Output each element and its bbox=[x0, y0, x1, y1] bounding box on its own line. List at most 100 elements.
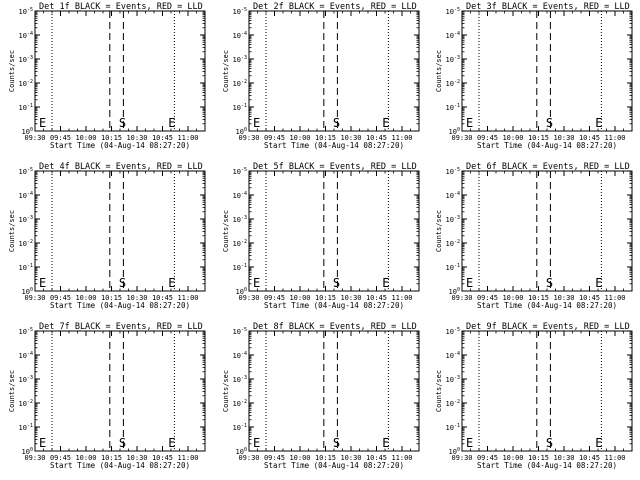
y-tick-label: 10-3 bbox=[233, 375, 247, 384]
y-tick-label: 10-4 bbox=[446, 191, 460, 200]
x-tick-label: 11:00 bbox=[391, 134, 412, 142]
x-tick-label: 10:30 bbox=[340, 294, 361, 302]
x-tick-label: 10:15 bbox=[101, 454, 122, 462]
plot-frame bbox=[248, 10, 420, 132]
x-tick-label: 09:30 bbox=[451, 294, 472, 302]
y-tick-label: 10-2 bbox=[446, 79, 460, 88]
x-tick-label: 10:00 bbox=[502, 134, 523, 142]
event-marker-e: E bbox=[253, 436, 260, 450]
y-tick-label: 10-3 bbox=[233, 215, 247, 224]
x-tick-label: 10:00 bbox=[289, 454, 310, 462]
event-marker-e: E bbox=[39, 276, 46, 290]
chart-panel-6: Det 6f BLACK = Events, RED = LLD Counts/s… bbox=[435, 162, 633, 310]
x-tick-label: 10:45 bbox=[579, 134, 600, 142]
y-tick-label: 10-1 bbox=[233, 423, 247, 432]
event-marker-e: E bbox=[466, 276, 473, 290]
x-tick-label: 11:00 bbox=[604, 454, 625, 462]
y-tick-label: 10-4 bbox=[446, 351, 460, 360]
x-tick-label: 09:30 bbox=[238, 454, 259, 462]
event-marker-e: E bbox=[168, 276, 175, 290]
y-tick-label: 10-4 bbox=[19, 191, 33, 200]
event-marker-e: E bbox=[466, 116, 473, 130]
chart-panel-8: Det 8f BLACK = Events, RED = LLD Counts/s… bbox=[222, 322, 420, 470]
event-marker-s: S bbox=[119, 436, 126, 450]
y-tick-label: 10-2 bbox=[233, 79, 247, 88]
event-marker-e: E bbox=[253, 116, 260, 130]
chart-title: Det 9f BLACK = Events, RED = LLD bbox=[466, 322, 630, 332]
x-axis-label: Start Time (04-Aug-14 08:27:20) bbox=[477, 461, 617, 470]
x-tick-label: 10:00 bbox=[75, 134, 96, 142]
event-marker-e: E bbox=[382, 116, 389, 130]
x-tick-label: 11:00 bbox=[604, 294, 625, 302]
event-marker-e: E bbox=[382, 436, 389, 450]
y-tick-label: 10-5 bbox=[446, 167, 460, 176]
x-tick-label: 10:45 bbox=[152, 134, 173, 142]
x-tick-label: 09:45 bbox=[264, 294, 285, 302]
x-tick-label: 10:30 bbox=[126, 294, 147, 302]
chart-panel-4: Det 4f BLACK = Events, RED = LLD Counts/s… bbox=[8, 162, 206, 310]
x-tick-label: 09:45 bbox=[477, 134, 498, 142]
y-tick-label: 10-1 bbox=[446, 263, 460, 272]
x-tick-label: 10:30 bbox=[340, 134, 361, 142]
y-tick-label: 100 bbox=[236, 447, 247, 456]
y-axis-label: Counts/sec bbox=[8, 50, 16, 92]
event-marker-e: E bbox=[39, 116, 46, 130]
x-tick-label: 10:15 bbox=[528, 294, 549, 302]
x-tick-label: 09:30 bbox=[451, 134, 472, 142]
y-tick-label: 10-2 bbox=[233, 399, 247, 408]
y-tick-label: 100 bbox=[236, 287, 247, 296]
y-tick-label: 10-5 bbox=[233, 167, 247, 176]
x-tick-label: 11:00 bbox=[177, 454, 198, 462]
x-tick-label: 10:30 bbox=[340, 454, 361, 462]
chart-title: Det 1f BLACK = Events, RED = LLD bbox=[39, 2, 203, 12]
event-marker-e: E bbox=[595, 116, 602, 130]
x-tick-label: 09:45 bbox=[50, 454, 71, 462]
x-tick-label: 10:45 bbox=[579, 294, 600, 302]
event-marker-s: S bbox=[333, 436, 340, 450]
x-tick-label: 09:45 bbox=[50, 294, 71, 302]
x-tick-label: 10:45 bbox=[579, 454, 600, 462]
y-tick-label: 10-5 bbox=[19, 327, 33, 336]
x-tick-label: 10:45 bbox=[366, 294, 387, 302]
y-tick-label: 10-3 bbox=[446, 55, 460, 64]
x-tick-label: 09:30 bbox=[451, 454, 472, 462]
x-tick-label: 10:45 bbox=[366, 134, 387, 142]
x-tick-label: 10:30 bbox=[553, 294, 574, 302]
chart-panel-1: Det 1f BLACK = Events, RED = LLD Counts/s… bbox=[8, 2, 206, 150]
x-axis-label: Start Time (04-Aug-14 08:27:20) bbox=[50, 461, 190, 470]
plot-frame bbox=[34, 170, 206, 292]
y-axis-label: Counts/sec bbox=[222, 50, 230, 92]
y-tick-label: 100 bbox=[449, 447, 460, 456]
x-tick-label: 10:00 bbox=[289, 294, 310, 302]
x-tick-label: 10:30 bbox=[126, 134, 147, 142]
event-marker-s: S bbox=[546, 276, 553, 290]
x-axis-label: Start Time (04-Aug-14 08:27:20) bbox=[477, 301, 617, 310]
y-tick-label: 10-3 bbox=[19, 375, 33, 384]
x-tick-label: 11:00 bbox=[177, 294, 198, 302]
x-tick-label: 10:15 bbox=[315, 294, 336, 302]
y-tick-label: 10-3 bbox=[233, 55, 247, 64]
event-marker-s: S bbox=[119, 116, 126, 130]
x-tick-label: 09:45 bbox=[264, 454, 285, 462]
chart-panel-3: Det 3f BLACK = Events, RED = LLD Counts/s… bbox=[435, 2, 633, 150]
y-tick-label: 10-4 bbox=[19, 31, 33, 40]
x-tick-label: 10:00 bbox=[289, 134, 310, 142]
event-marker-e: E bbox=[595, 436, 602, 450]
y-tick-label: 10-4 bbox=[233, 31, 247, 40]
y-tick-label: 10-1 bbox=[19, 423, 33, 432]
x-tick-label: 09:30 bbox=[238, 134, 259, 142]
x-axis-label: Start Time (04-Aug-14 08:27:20) bbox=[264, 141, 404, 150]
event-marker-e: E bbox=[253, 276, 260, 290]
event-marker-e: E bbox=[595, 276, 602, 290]
x-tick-label: 11:00 bbox=[177, 134, 198, 142]
chart-title: Det 8f BLACK = Events, RED = LLD bbox=[253, 322, 417, 332]
x-tick-label: 10:00 bbox=[502, 294, 523, 302]
y-tick-label: 10-5 bbox=[233, 327, 247, 336]
x-tick-label: 09:30 bbox=[24, 134, 45, 142]
plot-frame bbox=[248, 170, 420, 292]
x-tick-label: 10:15 bbox=[315, 134, 336, 142]
x-axis-label: Start Time (04-Aug-14 08:27:20) bbox=[477, 141, 617, 150]
x-tick-label: 09:30 bbox=[238, 294, 259, 302]
y-tick-label: 100 bbox=[22, 127, 33, 136]
